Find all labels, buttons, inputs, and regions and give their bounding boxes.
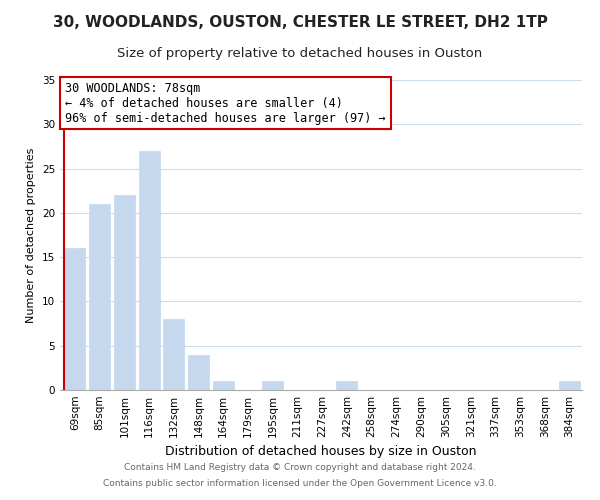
Bar — [188, 354, 209, 390]
Bar — [213, 381, 234, 390]
Bar — [262, 381, 283, 390]
Text: Size of property relative to detached houses in Ouston: Size of property relative to detached ho… — [118, 48, 482, 60]
Bar — [139, 151, 160, 390]
Bar — [114, 195, 135, 390]
Bar — [64, 248, 85, 390]
Bar — [337, 381, 358, 390]
X-axis label: Distribution of detached houses by size in Ouston: Distribution of detached houses by size … — [165, 446, 477, 458]
Text: Contains HM Land Registry data © Crown copyright and database right 2024.: Contains HM Land Registry data © Crown c… — [124, 464, 476, 472]
Text: 30 WOODLANDS: 78sqm
← 4% of detached houses are smaller (4)
96% of semi-detached: 30 WOODLANDS: 78sqm ← 4% of detached hou… — [65, 82, 386, 124]
Text: Contains public sector information licensed under the Open Government Licence v3: Contains public sector information licen… — [103, 478, 497, 488]
Bar — [163, 319, 184, 390]
Bar — [89, 204, 110, 390]
Y-axis label: Number of detached properties: Number of detached properties — [26, 148, 37, 322]
Text: 30, WOODLANDS, OUSTON, CHESTER LE STREET, DH2 1TP: 30, WOODLANDS, OUSTON, CHESTER LE STREET… — [53, 15, 547, 30]
Bar — [559, 381, 580, 390]
